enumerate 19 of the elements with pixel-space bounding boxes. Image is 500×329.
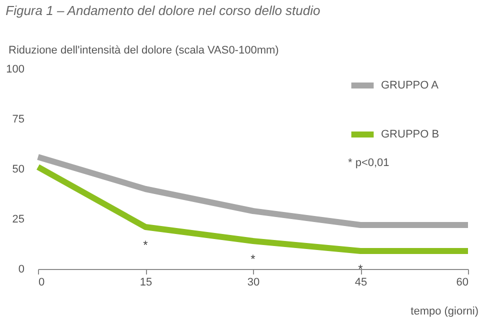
annotation: * (358, 262, 364, 276)
y-tick-label: 25 (12, 214, 24, 226)
chart-title: Figura 1 – Andamento del dolore nel corso dello studio (6, 3, 320, 18)
legend-label: GRUPPO B (381, 128, 440, 140)
y-tick-label: 75 (12, 114, 24, 126)
annotation: * (143, 238, 148, 252)
x-tick-label: 30 (247, 276, 260, 288)
x-tick-label: 45 (354, 276, 368, 288)
y-axis-title: Riduzione dell'intensità del dolore (scala VAS0-100mm) (8, 44, 279, 56)
x-axis-title: tempo (giorni) (410, 306, 478, 318)
legend-label: GRUPPO A (381, 80, 440, 92)
y-tick-label: 0 (18, 264, 24, 276)
annotation: * (250, 252, 256, 266)
x-tick-label: 60 (456, 276, 468, 288)
x-tick-label: 0 (38, 276, 45, 288)
y-tick-label: 100 (6, 64, 24, 76)
x-tick-label: 15 (140, 276, 152, 288)
y-tick-label: 50 (12, 164, 24, 176)
annotation: * p<0,01 (348, 157, 390, 169)
